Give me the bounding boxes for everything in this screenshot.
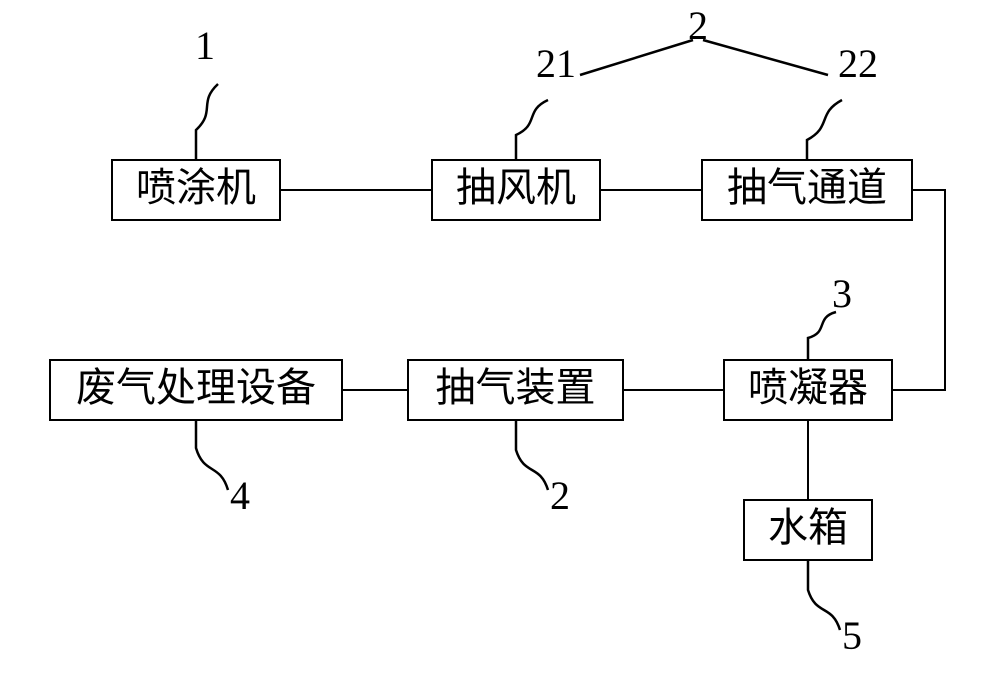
callout-line-c2top-b [703, 40, 828, 75]
callout-line-c3 [808, 312, 836, 359]
node-n22-label: 抽气通道 [727, 165, 887, 210]
callout-label-c2b: 2 [550, 473, 570, 518]
diagram-canvas: 喷涂机抽风机抽气通道废气处理设备抽气装置喷凝器水箱1212223245 [0, 0, 1000, 687]
node-n21-label: 抽风机 [456, 165, 576, 210]
callout-line-c5 [808, 561, 840, 630]
callout-label-c4: 4 [230, 473, 250, 518]
callout-line-c1 [196, 84, 218, 159]
callout-line-c4 [196, 421, 228, 490]
connectors-layer [280, 190, 945, 500]
callout-line-c2b [516, 421, 548, 490]
node-n2b-label: 抽气装置 [436, 365, 596, 410]
callout-lines-layer [196, 40, 842, 630]
callout-label-c5: 5 [842, 613, 862, 658]
node-n22: 抽气通道 [702, 160, 912, 220]
node-n5: 水箱 [744, 500, 872, 560]
node-n2b: 抽气装置 [408, 360, 623, 420]
node-n21: 抽风机 [432, 160, 600, 220]
node-n3-label: 喷凝器 [748, 365, 868, 410]
node-n1-label: 喷涂机 [136, 165, 256, 210]
callout-line-c2top [580, 40, 693, 75]
boxes-layer: 喷涂机 抽风机 抽气通道废气处理设备 抽气装置 喷凝器水箱 [50, 160, 912, 560]
node-n5-label: 水箱 [768, 505, 848, 550]
callout-label-c1: 1 [195, 23, 215, 68]
callout-label-c3: 3 [832, 271, 852, 316]
callout-label-c22: 22 [838, 41, 878, 86]
callout-line-c22 [807, 100, 842, 159]
node-n3: 喷凝器 [724, 360, 892, 420]
callout-label-c2top: 2 [688, 3, 708, 48]
node-n4: 废气处理设备 [50, 360, 342, 420]
node-n4-label: 废气处理设备 [76, 365, 316, 410]
node-n1: 喷涂机 [112, 160, 280, 220]
callout-label-c21: 21 [536, 41, 576, 86]
callout-line-c21 [516, 100, 548, 159]
